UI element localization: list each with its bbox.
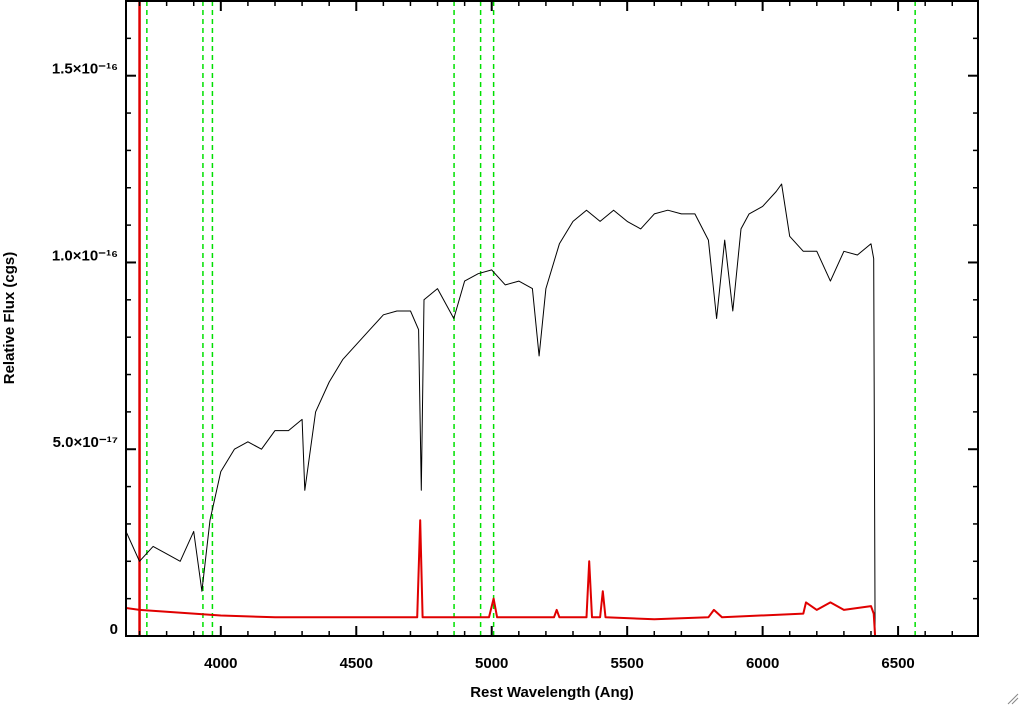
resize-grip [1007, 693, 1019, 705]
y-tick-label: 1.0×10⁻¹⁶ [52, 247, 118, 264]
x-tick-label: 6000 [746, 655, 779, 672]
plot-frame [125, 0, 979, 637]
y-tick-label: 1.5×10⁻¹⁶ [52, 61, 118, 78]
x-tick-label: 4000 [204, 655, 237, 672]
x-tick-label: 5500 [610, 655, 643, 672]
spectrum-line [125, 519, 978, 637]
x-axis-label: Rest Wavelength (Ang) [470, 684, 634, 701]
y-tick-label: 0 [110, 621, 118, 638]
x-tick-label: 6500 [881, 655, 914, 672]
x-tick-label: 5000 [475, 655, 508, 672]
x-tick-label: 4500 [340, 655, 373, 672]
y-tick-label: 5.0×10⁻¹⁷ [53, 434, 118, 451]
spectrum-line [125, 183, 978, 637]
y-axis-label: Relative Flux (cgs) [1, 252, 18, 385]
